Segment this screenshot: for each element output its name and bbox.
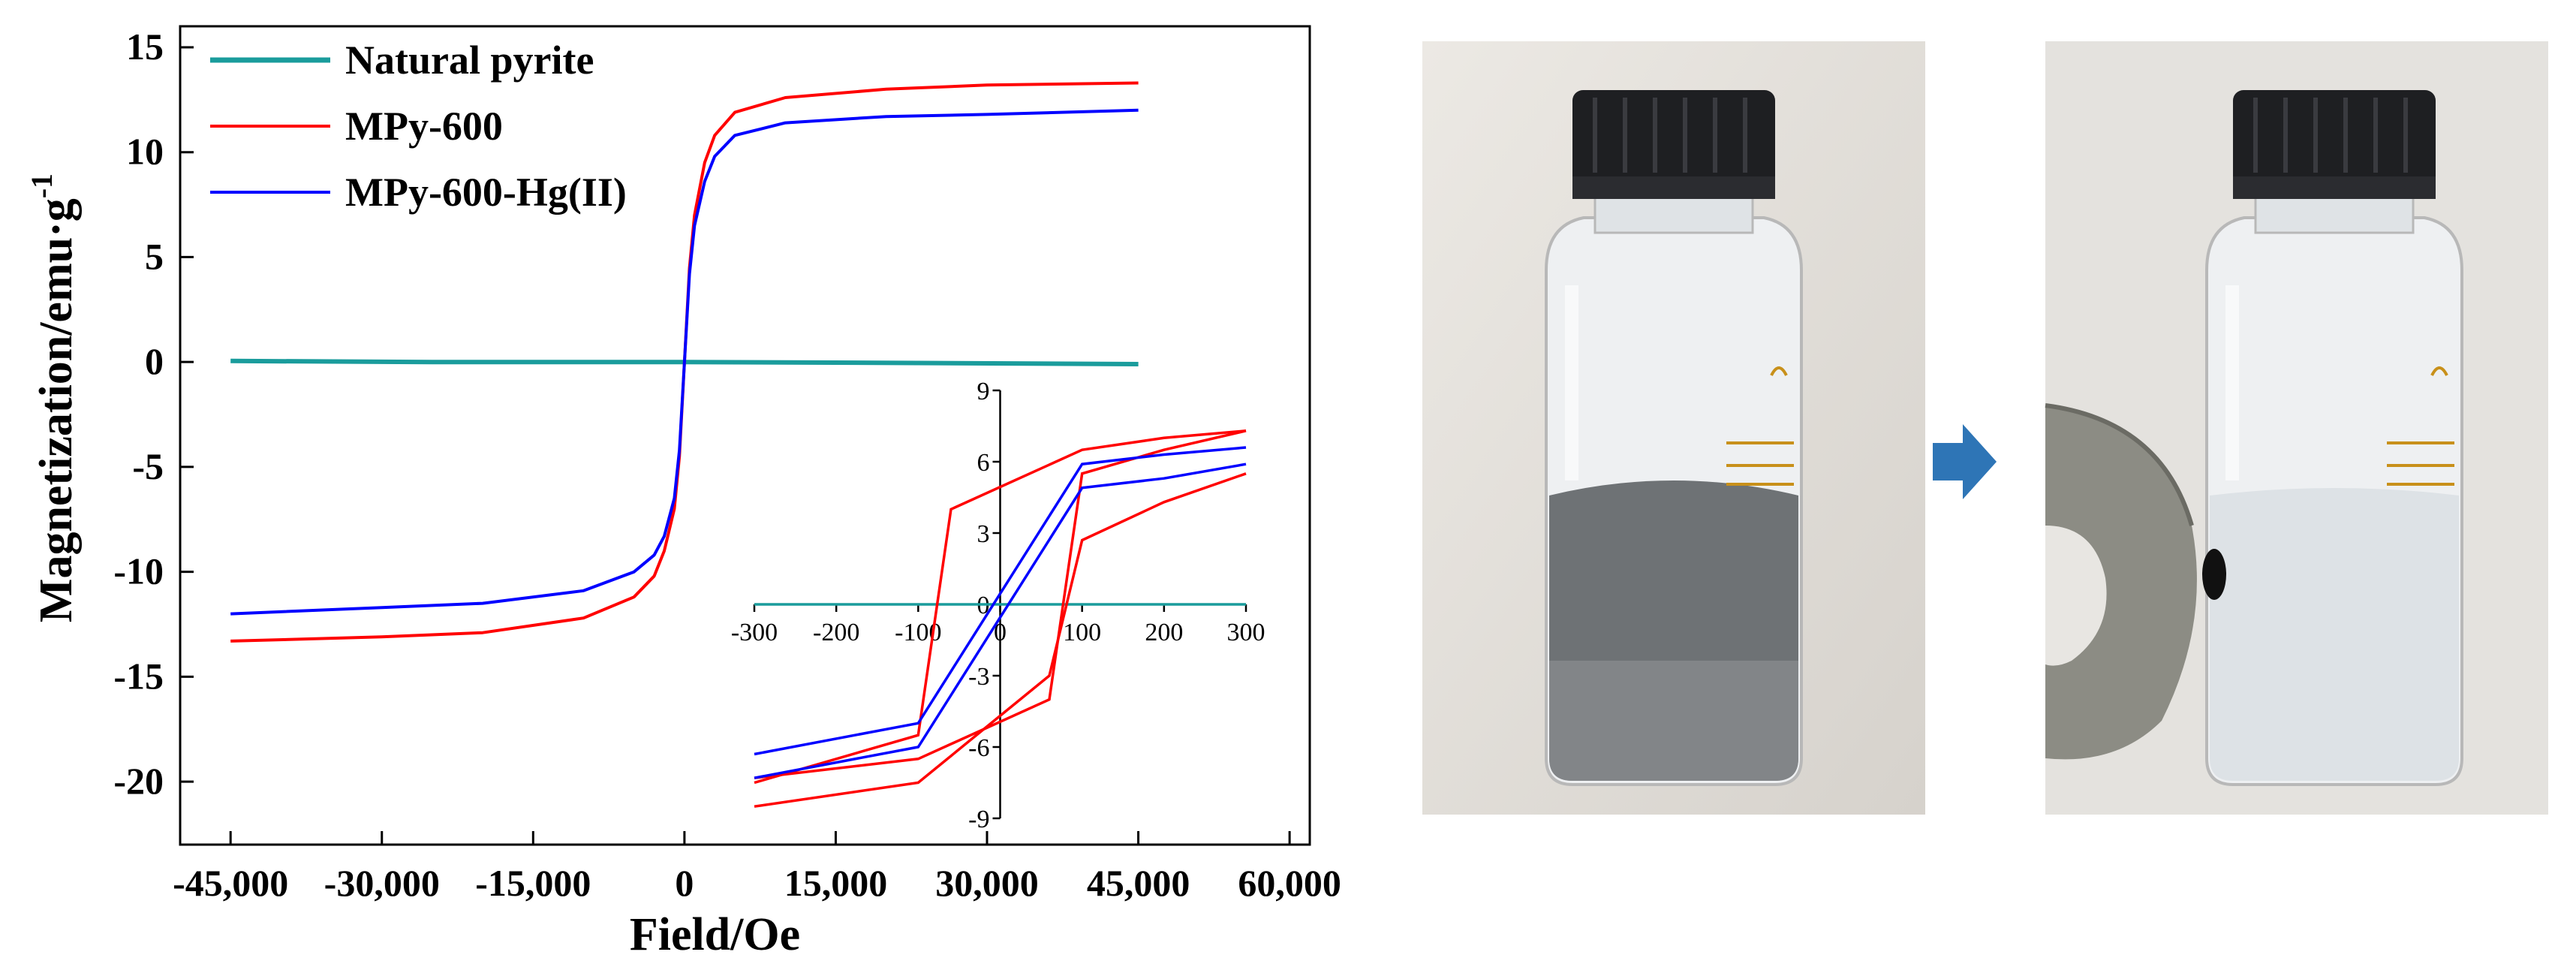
inset-x-tick-label: 100 bbox=[1063, 619, 1101, 646]
inset-series-mpy600-upper bbox=[754, 429, 1247, 785]
photo-dispersed-vial bbox=[1422, 41, 1925, 815]
inset-y-tick-label: 3 bbox=[977, 520, 990, 548]
legend-label: MPy-600 bbox=[345, 104, 503, 149]
y-tick-label: -5 bbox=[132, 445, 164, 487]
inset-x-tick-label: 200 bbox=[1145, 619, 1183, 646]
legend-label: Natural pyrite bbox=[345, 38, 594, 83]
legend-label: MPy-600-Hg(II) bbox=[345, 170, 627, 215]
y-tick-label: 15 bbox=[126, 26, 164, 68]
inset-y-tick-label: 6 bbox=[977, 449, 990, 477]
inset-y-tick-label: -9 bbox=[968, 806, 989, 833]
photo-separated-vial bbox=[2045, 41, 2548, 815]
inset-y-tick-label: 9 bbox=[977, 378, 990, 405]
y-axis-title-superscript: -1 bbox=[25, 173, 59, 198]
inset-series-hg-upper bbox=[754, 446, 1247, 756]
plot-frame bbox=[179, 25, 1311, 846]
x-tick-label: 45,000 bbox=[1087, 862, 1190, 904]
x-tick-label: -15,000 bbox=[475, 862, 591, 904]
x-tick-label: -45,000 bbox=[173, 862, 288, 904]
arrow-icon bbox=[1933, 424, 1997, 499]
inset-x-tick-label: 300 bbox=[1227, 619, 1265, 646]
inset-x-tick-label: 0 bbox=[994, 619, 1007, 646]
inset-y-tick-label: -3 bbox=[968, 663, 989, 691]
x-tick-label: 0 bbox=[675, 862, 694, 904]
x-tick-label: 60,000 bbox=[1238, 862, 1341, 904]
y-tick-label: 5 bbox=[145, 235, 164, 277]
y-tick-label: -15 bbox=[113, 655, 164, 697]
x-axis-title: Field/Oe bbox=[630, 909, 800, 960]
y-tick-label: -10 bbox=[113, 550, 164, 592]
inset-x-tick-label: -300 bbox=[731, 619, 778, 646]
inset-series-mpy600-inner bbox=[754, 472, 1247, 808]
y-tick-label: 0 bbox=[145, 340, 164, 382]
y-tick-label: 10 bbox=[126, 131, 164, 173]
x-tick-label: 15,000 bbox=[784, 862, 888, 904]
inset-series-mpy600-lower bbox=[754, 429, 1247, 779]
inset-series-hg-lower bbox=[754, 462, 1247, 779]
y-axis-title: Magnetization/emu·g-1 bbox=[25, 173, 82, 622]
y-tick-label: -20 bbox=[113, 760, 164, 802]
series-line-2 bbox=[230, 108, 1139, 616]
inset-x-tick-label: -200 bbox=[813, 619, 859, 646]
x-tick-label: 30,000 bbox=[935, 862, 1039, 904]
x-tick-label: -30,000 bbox=[324, 862, 440, 904]
